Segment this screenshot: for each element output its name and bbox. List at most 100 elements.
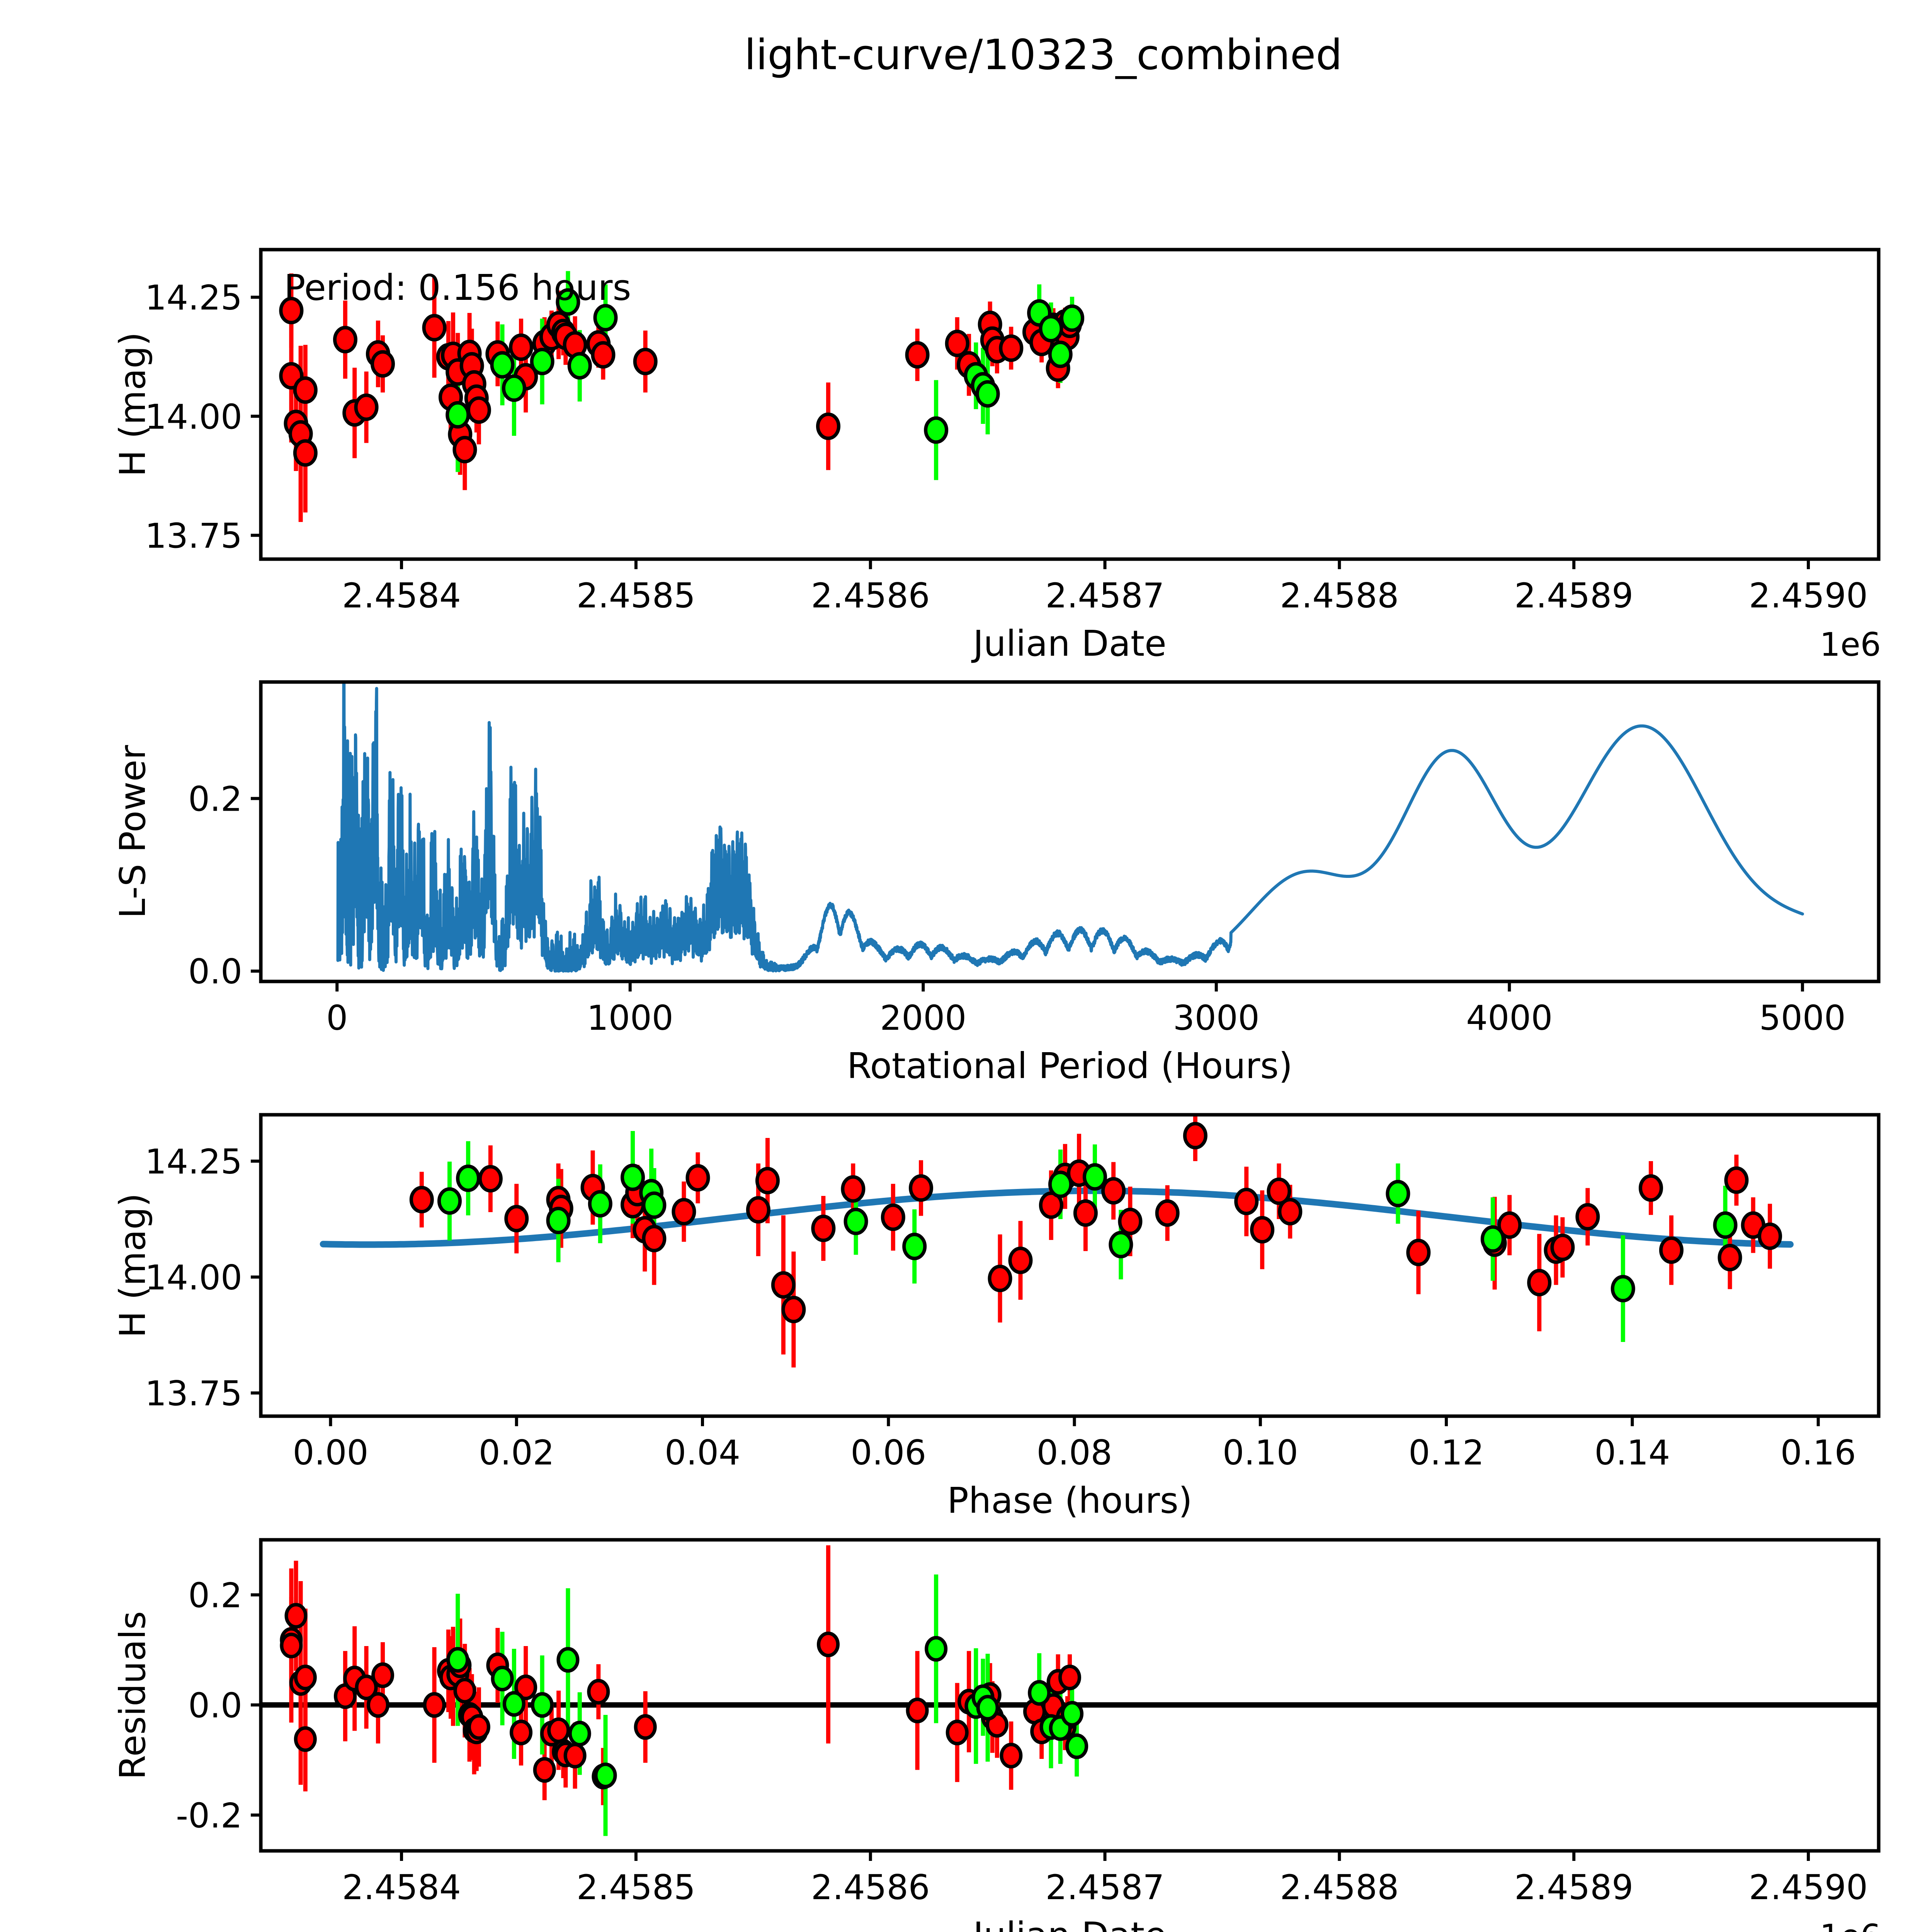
- data-point: [685, 1164, 710, 1192]
- data-point: [1060, 304, 1085, 332]
- series-red-band: [289, 273, 1072, 522]
- data-point: [1278, 1198, 1303, 1226]
- period-annotation: Period: 0.156 hours: [284, 267, 631, 308]
- data-point: [422, 314, 447, 342]
- data-point: [881, 1203, 905, 1231]
- x-tick-label: 2.4587: [1046, 576, 1165, 616]
- data-point: [621, 1163, 645, 1191]
- data-point: [409, 1186, 434, 1214]
- x-tick-label: 0.06: [850, 1433, 926, 1473]
- residuals-x-offset-text: 1e6: [1820, 1917, 1881, 1932]
- data-point: [514, 1674, 537, 1701]
- periodogram-ylabel: L-S Power: [112, 745, 153, 918]
- data-point: [509, 333, 534, 361]
- data-point: [1183, 1122, 1208, 1150]
- x-tick-label: 0.16: [1781, 1433, 1856, 1473]
- periodogram-axes-frame: [259, 680, 1881, 983]
- data-point: [908, 1174, 933, 1202]
- x-tick-label: 2.4590: [1749, 1867, 1868, 1907]
- data-point: [902, 1233, 927, 1260]
- data-point: [533, 1757, 556, 1783]
- data-point: [811, 1214, 836, 1242]
- data-point: [446, 401, 470, 429]
- lightcurve-axes-frame: [259, 248, 1881, 561]
- x-tick-label: 2.4589: [1514, 1867, 1633, 1907]
- data-point: [999, 334, 1024, 362]
- x-tick-label: 4000: [1466, 998, 1553, 1038]
- data-point: [587, 1679, 610, 1705]
- data-point: [1000, 1743, 1023, 1769]
- data-point: [502, 374, 526, 402]
- x-tick-label: 0: [326, 998, 348, 1038]
- x-tick-label: 0.02: [479, 1433, 554, 1473]
- data-point: [841, 1175, 866, 1203]
- x-tick-label: 2.4587: [1046, 1867, 1165, 1907]
- x-tick-label: 2.4585: [577, 1867, 696, 1907]
- data-point: [504, 1205, 529, 1233]
- periodogram-data-layer: [336, 682, 1804, 973]
- x-tick-label: 3000: [1173, 998, 1260, 1038]
- data-point: [1061, 1701, 1084, 1727]
- panel-residuals: 2.4584 2.4585 2.4586 2.4587 2.4588 2.4589 2.45…: [0, 1507, 1932, 1932]
- data-point: [491, 1665, 514, 1692]
- data-point: [1155, 1199, 1180, 1227]
- data-point: [294, 1726, 317, 1752]
- series-red-band-markers: [280, 1603, 1081, 1789]
- data-point: [453, 1678, 476, 1704]
- data-point: [456, 1164, 481, 1192]
- panel-periodogram: 0 1000 2000 3000 4000 5000 0.0 0.2 Rotational Pe…: [0, 649, 1932, 1087]
- y-tick-label: 0.2: [188, 1575, 242, 1615]
- data-point: [510, 1719, 533, 1745]
- x-tick-label: 0.08: [1037, 1433, 1112, 1473]
- data-point: [781, 1296, 806, 1323]
- data-point: [446, 1647, 469, 1673]
- data-point: [976, 1695, 999, 1721]
- x-tick-label: 2.4586: [811, 576, 930, 616]
- data-point: [906, 1697, 929, 1723]
- phasefolded-data-layer: [320, 1115, 1794, 1367]
- data-point: [531, 1692, 554, 1718]
- data-point: [672, 1198, 696, 1226]
- data-point: [366, 1692, 389, 1718]
- data-point: [1659, 1236, 1684, 1264]
- x-tick-label: 2.4589: [1514, 576, 1633, 616]
- data-point: [1028, 1680, 1051, 1706]
- x-tick-label: 2.4584: [342, 576, 461, 616]
- data-point: [284, 1603, 308, 1629]
- phasefolded-axes-frame: [259, 1113, 1881, 1418]
- data-point: [1406, 1238, 1431, 1266]
- y-tick-label: 0.0: [188, 1685, 242, 1725]
- data-point: [634, 1714, 657, 1740]
- data-point: [563, 1743, 587, 1769]
- data-point: [945, 330, 969, 357]
- data-point: [771, 1271, 796, 1299]
- data-point: [1575, 1203, 1600, 1231]
- data-point: [642, 1225, 667, 1252]
- x-tick-label: 0.04: [665, 1433, 740, 1473]
- data-point: [1048, 1170, 1073, 1198]
- data-point: [478, 1165, 503, 1193]
- data-point: [568, 1721, 591, 1747]
- y-tick-label: 0.2: [188, 779, 242, 819]
- lightcurve-data-layer: [279, 271, 1085, 522]
- data-point: [1497, 1211, 1522, 1239]
- data-point: [490, 351, 515, 379]
- data-point: [371, 1662, 395, 1688]
- periodogram-svg: 0 1000 2000 3000 4000 5000 0.0 0.2 Rotational Pe…: [112, 680, 1881, 1087]
- phasefolded-xlabel: Phase (hours): [947, 1480, 1192, 1521]
- series-green-band-markers: [446, 1636, 1088, 1789]
- x-tick-label: 5000: [1759, 998, 1846, 1038]
- y-tick-label: -0.2: [176, 1796, 242, 1835]
- y-tick-label: 14.25: [145, 1142, 242, 1182]
- data-point: [452, 436, 477, 464]
- data-point: [1109, 1231, 1133, 1259]
- data-point: [556, 1647, 580, 1673]
- data-point: [280, 1633, 303, 1658]
- data-point: [1101, 1177, 1126, 1205]
- data-point: [567, 352, 592, 380]
- data-point: [355, 1674, 378, 1701]
- data-point: [1550, 1233, 1575, 1261]
- y-tick-label: 14.00: [145, 1258, 242, 1298]
- data-point: [293, 376, 318, 404]
- figure-title: light-curve/10323_combined: [744, 31, 1342, 79]
